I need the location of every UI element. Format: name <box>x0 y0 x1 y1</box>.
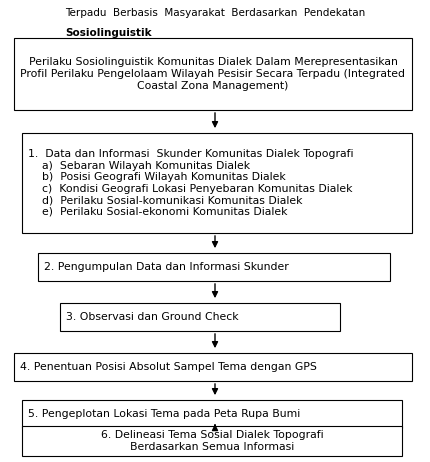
Text: 6. Delineasi Tema Sosial Dialek Topografi
Berdasarkan Semua Informasi: 6. Delineasi Tema Sosial Dialek Topograf… <box>101 430 322 452</box>
Text: Sosiolinguistik: Sosiolinguistik <box>65 28 151 38</box>
Text: 1.  Data dan Informasi  Skunder Komunitas Dialek Topografi
    a)  Sebaran Wilay: 1. Data dan Informasi Skunder Komunitas … <box>28 149 353 217</box>
Text: 5. Pengeplotan Lokasi Tema pada Peta Rupa Bumi: 5. Pengeplotan Lokasi Tema pada Peta Rup… <box>28 409 300 419</box>
Bar <box>14 353 411 381</box>
Bar <box>22 400 401 428</box>
Text: 2. Pengumpulan Data dan Informasi Skunder: 2. Pengumpulan Data dan Informasi Skunde… <box>44 262 288 272</box>
Bar <box>60 303 339 331</box>
Bar <box>22 426 401 456</box>
Text: Terpadu  Berbasis  Masyarakat  Berdasarkan  Pendekatan: Terpadu Berbasis Masyarakat Berdasarkan … <box>65 8 364 18</box>
Bar <box>14 38 411 110</box>
Bar <box>22 133 411 233</box>
Text: Perilaku Sosiolinguistik Komunitas Dialek Dalam Merepresentasikan
Profil Perilak: Perilaku Sosiolinguistik Komunitas Diale… <box>21 57 405 91</box>
Bar <box>38 253 389 281</box>
Text: 4. Penentuan Posisi Absolut Sampel Tema dengan GPS: 4. Penentuan Posisi Absolut Sampel Tema … <box>20 362 316 372</box>
Text: 3. Observasi dan Ground Check: 3. Observasi dan Ground Check <box>66 312 238 322</box>
